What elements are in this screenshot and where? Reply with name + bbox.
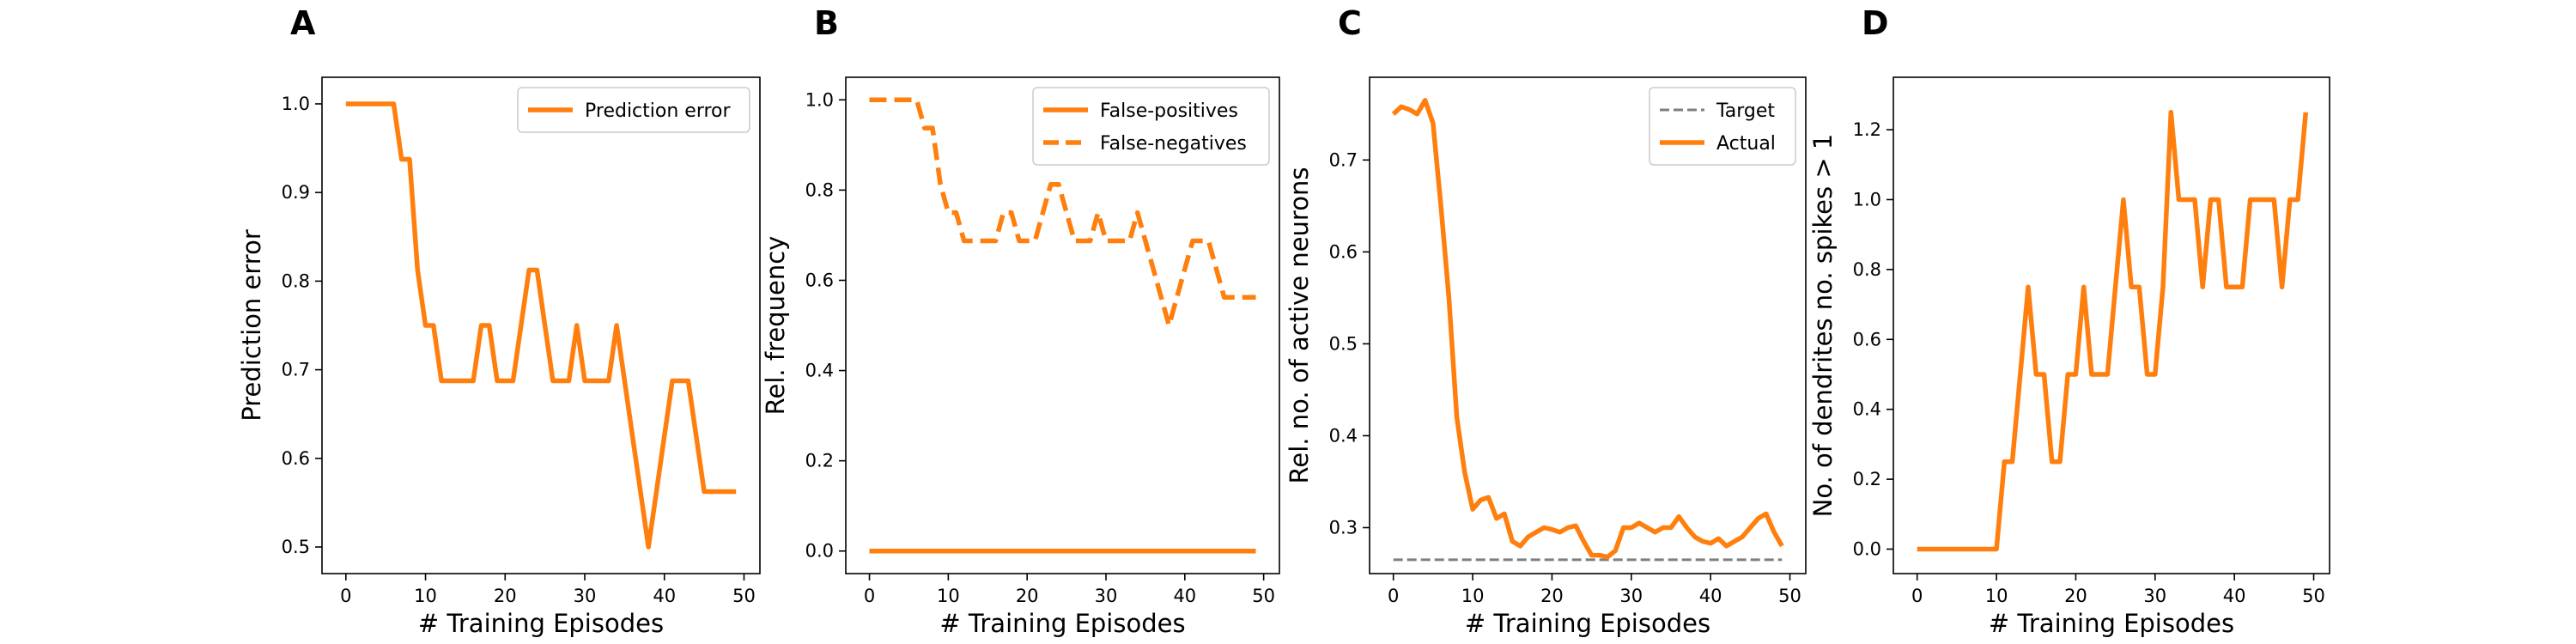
y-tick-label: 0.9	[282, 182, 310, 203]
y-tick-label: 0.2	[805, 451, 834, 471]
y-axis-label: No. of dendrites no. spikes > 1	[1808, 134, 1838, 518]
x-tick-label: 50	[1252, 586, 1275, 606]
x-tick-label: 30	[1095, 586, 1118, 606]
series-line-false-negatives	[869, 97, 1256, 328]
x-tick-label: 50	[732, 586, 756, 606]
legend-label: False-positives	[1100, 100, 1238, 122]
y-tick-label: 0.5	[1329, 333, 1358, 354]
y-axis-label: Rel. frequency	[761, 236, 790, 416]
legend: False-positives False-negatives	[1032, 87, 1270, 166]
axes-frame	[1893, 76, 2330, 574]
x-axis-label: # Training Episodes	[1465, 609, 1710, 638]
y-tick-label: 0.5	[282, 537, 310, 557]
x-axis-label: # Training Episodes	[418, 609, 664, 638]
legend-box	[517, 87, 750, 133]
legend-label: Actual	[1716, 133, 1776, 155]
x-tick-label: 0	[340, 586, 351, 606]
panel-c: C 0 10 20 30 40 50 0.3 0.4 0.5 0.6 0.7 # Training Ep…	[1285, 4, 1807, 638]
y-tick-label: 1.0	[805, 89, 834, 110]
x-tick-label: 10	[1461, 586, 1485, 606]
y-tick-label: 0.7	[1329, 149, 1358, 170]
series-line-main	[1917, 109, 2309, 552]
y-tick-label: 0.3	[1329, 517, 1358, 538]
x-tick-label: 30	[2143, 586, 2166, 606]
panel-letter: C	[1338, 4, 1362, 42]
y-tick-label: 0.6	[1853, 329, 1881, 349]
y-tick-label: 1.0	[1853, 189, 1881, 210]
y-tick-label: 0.4	[805, 361, 834, 381]
y-tick-label: 0.6	[1329, 241, 1358, 262]
x-tick-label: 40	[1173, 586, 1196, 606]
legend-label: False-negatives	[1100, 133, 1247, 155]
axes-frame	[1369, 76, 1807, 574]
y-tick-label: 0.7	[282, 360, 310, 380]
y-tick-label: 0.6	[805, 270, 834, 290]
legend-label: Prediction error	[585, 100, 731, 122]
panel-letter: B	[814, 4, 839, 42]
panel-letter: A	[290, 4, 316, 42]
legend-box	[1649, 87, 1796, 166]
y-tick-label: 0.8	[805, 179, 834, 200]
x-tick-label: 20	[1540, 586, 1564, 606]
x-tick-label: 40	[653, 586, 676, 606]
panel-letter: D	[1862, 4, 1889, 42]
x-tick-label: 0	[1388, 586, 1399, 606]
x-tick-label: 50	[1778, 586, 1801, 606]
x-tick-label: 30	[1619, 586, 1643, 606]
x-tick-label: 20	[1016, 586, 1039, 606]
x-tick-label: 20	[2064, 586, 2087, 606]
x-tick-label: 0	[864, 586, 875, 606]
panel-b: B 0 10 20 30 40 50 0.0 0.2 0.4 0.6 0.8 1.0 # Training…	[761, 4, 1280, 638]
y-tick-label: 0.6	[282, 448, 310, 469]
y-axis-label: Rel. no. of active neurons	[1285, 167, 1314, 484]
y-tick-label: 0.0	[805, 541, 834, 562]
legend-label: Target	[1716, 100, 1775, 122]
legend: Prediction error	[517, 87, 750, 133]
y-tick-label: 0.8	[1853, 259, 1881, 280]
x-tick-label: 10	[414, 586, 437, 606]
y-tick-label: 0.4	[1329, 425, 1358, 446]
axes-frame	[321, 76, 761, 574]
y-tick-label: 1.0	[282, 94, 310, 114]
series-line-actual	[1391, 98, 1784, 560]
x-tick-label: 10	[937, 586, 960, 606]
x-tick-label: 10	[1985, 586, 2008, 606]
legend: Target Actual	[1649, 87, 1796, 166]
x-axis-label: # Training Episodes	[939, 609, 1185, 638]
x-tick-label: 40	[1699, 586, 1722, 606]
x-axis-label: # Training Episodes	[1989, 609, 2234, 638]
panel-a: A 0 10 20 30 40 50 0.5 0.6 0.7 0.8 0.9 1.0 # Training…	[237, 4, 761, 638]
x-tick-label: 30	[574, 586, 597, 606]
x-tick-label: 40	[2223, 586, 2246, 606]
x-tick-label: 20	[494, 586, 517, 606]
series-line-prediction-error	[345, 101, 737, 550]
y-tick-label: 0.8	[282, 270, 310, 291]
x-tick-label: 50	[2302, 586, 2325, 606]
y-axis-label: Prediction error	[237, 229, 266, 422]
panel-d: D 0 10 20 30 40 50 0.0 0.2 0.4 0.6 0.8 1.0 1.2 # Train…	[1808, 4, 2330, 638]
y-tick-label: 1.2	[1853, 119, 1881, 140]
y-tick-label: 0.2	[1853, 469, 1881, 489]
axes-frame	[845, 76, 1280, 574]
legend-box	[1032, 87, 1270, 166]
y-tick-label: 0.4	[1853, 399, 1881, 420]
y-tick-label: 0.0	[1853, 539, 1881, 560]
x-tick-label: 0	[1911, 586, 1923, 606]
